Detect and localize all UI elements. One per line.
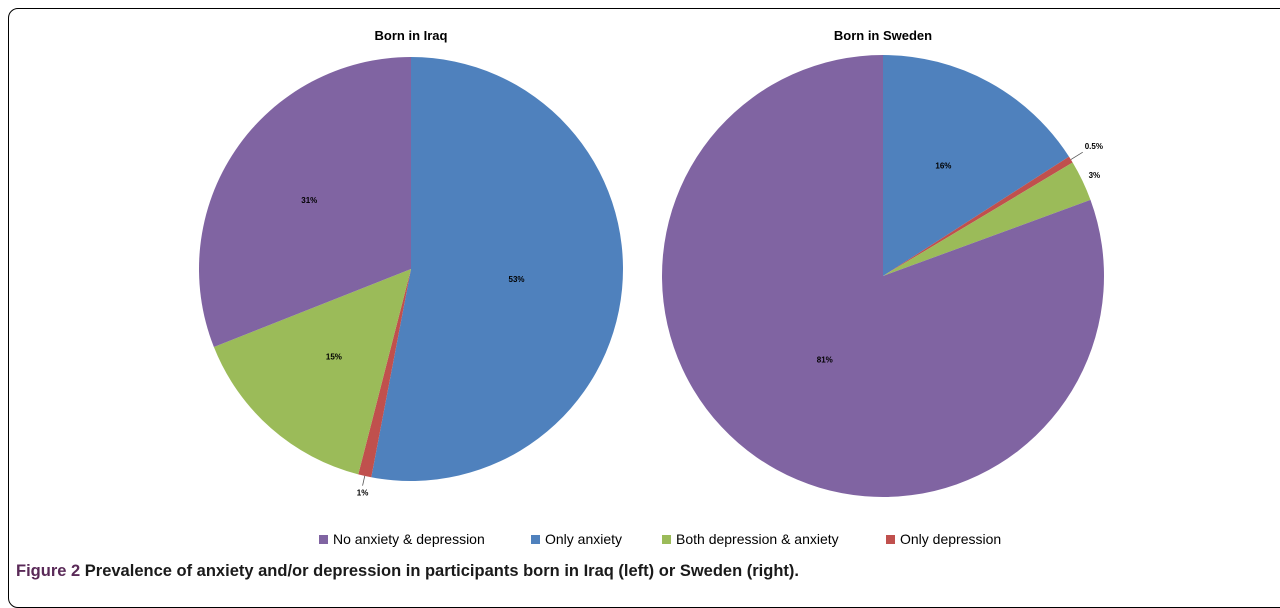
pie-sweden-label-no-anxiety-depression: 81% <box>817 355 833 364</box>
pie-iraq-label-both-depression-anxiety: 15% <box>326 352 342 361</box>
legend-label-no-anxiety-depression: No anxiety & depression <box>333 531 485 547</box>
legend-label-only-anxiety: Only anxiety <box>545 531 622 547</box>
pie-iraq-label-only-depression: 1% <box>357 489 369 498</box>
pie-charts: Born in Iraq Born in Sweden 53%1%15%31% … <box>198 28 1104 547</box>
pie-sweden: 16% 0.5% 3% 81% <box>662 55 1104 497</box>
pie-sweden-slice-no-anxiety-depression <box>662 55 1104 497</box>
figure-caption: Figure 2 Prevalence of anxiety and/or de… <box>16 562 799 581</box>
figure-caption-text: Prevalence of anxiety and/or depression … <box>84 562 799 580</box>
pie-sweden-label-only-depression: 0.5% <box>1085 142 1103 151</box>
pie-sweden-slice-only-depression <box>883 156 1073 276</box>
pie-iraq-slice-no-anxiety-depression <box>198 57 411 348</box>
pie-sweden-slice-both-depression-anxiety <box>883 162 1091 276</box>
pie-iraq-slice-only-depression <box>358 269 411 478</box>
legend-label-both-depression-anxiety: Both depression & anxiety <box>676 531 839 547</box>
pie-iraq-slice-both-depression-anxiety <box>213 269 411 475</box>
pie-iraq-leader-only-depression <box>362 475 366 486</box>
pie-iraq-label-only-anxiety: 53% <box>509 275 525 284</box>
legend-swatch-both-depression-anxiety <box>662 535 671 544</box>
chart-title-iraq: Born in Iraq <box>375 28 448 43</box>
figure-label: Figure 2 <box>16 562 81 580</box>
pie-iraq-slice-only-anxiety <box>371 57 624 482</box>
pie-sweden-label-only-anxiety: 16% <box>935 161 951 170</box>
pie-iraq-label-no-anxiety-depression: 31% <box>301 196 317 205</box>
pie-sweden-label-both-depression-anxiety: 3% <box>1089 171 1101 180</box>
legend: No anxiety & depression Only anxiety Both … <box>319 531 1001 547</box>
pie-iraq: 53% 1% 15% 31% <box>198 57 624 498</box>
legend-swatch-no-anxiety-depression <box>319 535 328 544</box>
legend-swatch-only-anxiety <box>531 535 540 544</box>
pie-sweden-slice-only-anxiety <box>883 55 1070 276</box>
pie-sweden-leader-only-depression <box>1070 151 1083 160</box>
legend-swatch-only-depression <box>886 535 895 544</box>
legend-label-only-depression: Only depression <box>900 531 1001 547</box>
chart-title-sweden: Born in Sweden <box>834 28 932 43</box>
